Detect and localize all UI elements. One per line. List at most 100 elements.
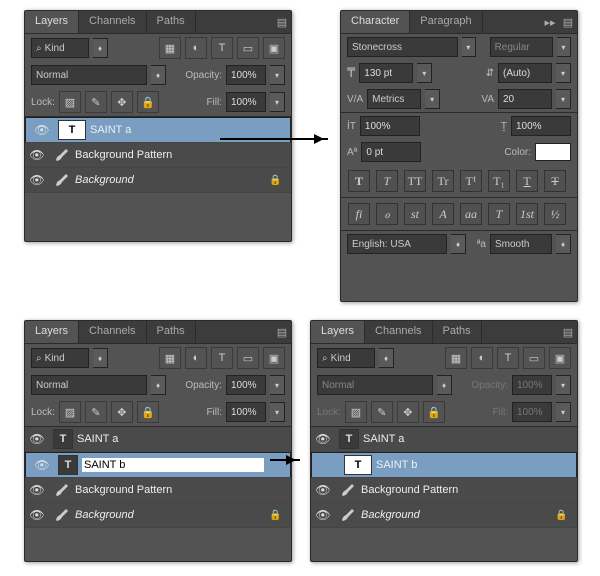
color-swatch[interactable]: [535, 143, 571, 161]
collapse-icon[interactable]: ▸▸: [541, 11, 559, 33]
visibility-icon[interactable]: 👁: [25, 432, 49, 446]
font-size[interactable]: 130 pt: [359, 63, 413, 83]
visibility-icon[interactable]: 👁: [25, 173, 49, 187]
type-style-btn[interactable]: Tr: [432, 170, 454, 192]
layer-name[interactable]: Background: [361, 509, 555, 521]
baseline[interactable]: 0 pt: [361, 142, 421, 162]
lock-all-icon[interactable]: 🔒: [137, 401, 159, 423]
layer-name[interactable]: Background: [75, 509, 269, 521]
visibility-icon[interactable]: 👁: [25, 148, 49, 162]
tab-layers[interactable]: Layers: [311, 321, 365, 343]
visibility-icon[interactable]: 👁: [25, 508, 49, 522]
font-style[interactable]: Regular: [490, 37, 553, 57]
opentype-btn[interactable]: ℴ: [376, 203, 398, 225]
opentype-btn[interactable]: A: [432, 203, 454, 225]
layer-name[interactable]: Background: [75, 174, 269, 186]
panel-menu-icon[interactable]: ▤: [559, 321, 577, 343]
tab-paths[interactable]: Paths: [147, 11, 196, 33]
lock-all-icon[interactable]: 🔒: [423, 401, 445, 423]
opentype-btn[interactable]: fi: [348, 203, 370, 225]
vscale[interactable]: 100%: [360, 116, 420, 136]
filter-shape-icon[interactable]: ▭: [237, 37, 259, 59]
kerning[interactable]: Metrics: [367, 89, 421, 109]
kind-dd[interactable]: ♦: [93, 38, 108, 58]
lock-transparency-icon[interactable]: ▨: [59, 401, 81, 423]
filter-pixel-icon[interactable]: ▦: [445, 347, 467, 369]
tab-channels[interactable]: Channels: [365, 321, 432, 343]
panel-menu-icon[interactable]: ▤: [273, 11, 291, 33]
lock-transparency-icon[interactable]: ▨: [345, 401, 367, 423]
tab-layers[interactable]: Layers: [25, 321, 79, 343]
layer-row[interactable]: 👁TSAINT b: [25, 452, 291, 478]
lock-position-icon[interactable]: ✥: [111, 401, 133, 423]
filter-shape-icon[interactable]: ▭: [237, 347, 259, 369]
kind-filter[interactable]: ⌕Kind: [31, 38, 89, 58]
filter-type-icon[interactable]: T: [211, 347, 233, 369]
type-style-btn[interactable]: T: [516, 170, 538, 192]
layer-row[interactable]: 👁TSAINT a: [311, 427, 577, 452]
type-style-btn[interactable]: TT: [404, 170, 426, 192]
type-style-btn[interactable]: Ŧ: [544, 170, 566, 192]
antialiasing[interactable]: Smooth: [490, 234, 552, 254]
layer-row[interactable]: 👁Background🔒: [25, 503, 291, 528]
blend-mode[interactable]: Normal: [31, 65, 147, 85]
leading[interactable]: (Auto): [498, 63, 552, 83]
layer-name[interactable]: Background Pattern: [75, 149, 269, 161]
layer-row[interactable]: 👁 Background Pattern: [311, 478, 577, 503]
layer-row[interactable]: TSAINT b: [311, 452, 577, 478]
layer-name[interactable]: SAINT a: [90, 124, 264, 136]
tab-paths[interactable]: Paths: [433, 321, 482, 343]
opacity-value[interactable]: 100%: [226, 65, 266, 85]
filter-adjust-icon[interactable]: ◐: [185, 347, 207, 369]
opentype-btn[interactable]: 1st: [516, 203, 538, 225]
lock-position-icon[interactable]: ✥: [397, 401, 419, 423]
layer-name[interactable]: SAINT b: [376, 459, 550, 471]
layer-row[interactable]: 👁Background🔒: [25, 168, 291, 193]
kind-filter[interactable]: ⌕Kind: [31, 348, 89, 368]
filter-type-icon[interactable]: T: [211, 37, 233, 59]
visibility-icon[interactable]: 👁: [30, 458, 54, 472]
visibility-icon[interactable]: 👁: [311, 432, 335, 446]
filter-adjust-icon[interactable]: ◐: [471, 347, 493, 369]
layer-name[interactable]: SAINT b: [82, 458, 264, 472]
lock-all-icon[interactable]: 🔒: [137, 91, 159, 113]
fill-value[interactable]: 100%: [226, 92, 266, 112]
tab-character[interactable]: Character: [341, 11, 410, 33]
tab-channels[interactable]: Channels: [79, 11, 146, 33]
panel-menu-icon[interactable]: ▤: [559, 11, 577, 33]
font-family[interactable]: Stonecross: [347, 37, 458, 57]
filter-smart-icon[interactable]: ▣: [263, 37, 285, 59]
layer-name[interactable]: SAINT a: [77, 433, 269, 445]
layer-row[interactable]: 👁 Background Pattern: [25, 478, 291, 503]
filter-pixel-icon[interactable]: ▦: [159, 347, 181, 369]
type-style-btn[interactable]: T¹: [460, 170, 482, 192]
filter-shape-icon[interactable]: ▭: [523, 347, 545, 369]
type-style-btn[interactable]: T₁: [488, 170, 510, 192]
layer-name[interactable]: Background Pattern: [361, 484, 555, 496]
tracking[interactable]: 20: [498, 89, 552, 109]
lock-transparency-icon[interactable]: ▨: [59, 91, 81, 113]
layer-name[interactable]: Background Pattern: [75, 484, 269, 496]
opacity-dd[interactable]: ▾: [270, 65, 285, 85]
visibility-icon[interactable]: 👁: [311, 483, 335, 497]
hscale[interactable]: 100%: [511, 116, 571, 136]
filter-pixel-icon[interactable]: ▦: [159, 37, 181, 59]
blend-mode[interactable]: Normal: [31, 375, 147, 395]
filter-smart-icon[interactable]: ▣: [549, 347, 571, 369]
layer-row[interactable]: 👁 Background Pattern: [25, 143, 291, 168]
filter-type-icon[interactable]: T: [497, 347, 519, 369]
blend-mode[interactable]: Normal: [317, 375, 433, 395]
visibility-icon[interactable]: 👁: [25, 483, 49, 497]
opentype-btn[interactable]: st: [404, 203, 426, 225]
fill-dd[interactable]: ▾: [270, 92, 285, 112]
type-style-btn[interactable]: T: [376, 170, 398, 192]
opentype-btn[interactable]: T: [488, 203, 510, 225]
lock-pixels-icon[interactable]: ✎: [85, 401, 107, 423]
visibility-icon[interactable]: 👁: [311, 508, 335, 522]
blend-dd[interactable]: ♦: [151, 65, 166, 85]
tab-layers[interactable]: Layers: [25, 11, 79, 33]
layer-row[interactable]: 👁TSAINT a: [25, 427, 291, 452]
lock-pixels-icon[interactable]: ✎: [371, 401, 393, 423]
tab-paragraph[interactable]: Paragraph: [410, 11, 482, 33]
panel-menu-icon[interactable]: ▤: [273, 321, 291, 343]
